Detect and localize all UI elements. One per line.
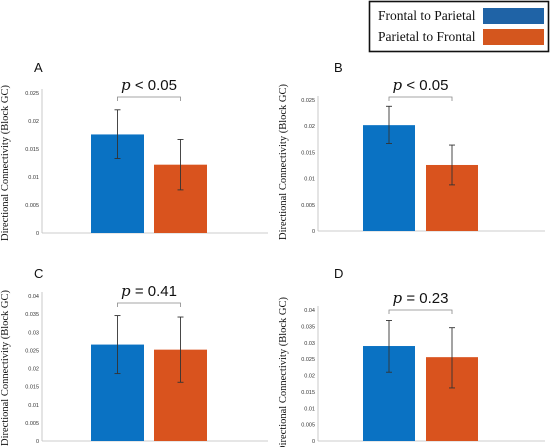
y-tick-label: 0.005: [25, 203, 39, 209]
y-tick-label: 0.02: [28, 367, 39, 373]
error-bar: [386, 320, 392, 373]
y-axis-label: Directional Connectivity (Block GC): [0, 84, 11, 241]
y-tick-label: 0.01: [304, 177, 315, 183]
y-tick-label: 0.01: [28, 175, 39, 181]
y-tick-label: 0.005: [301, 423, 315, 429]
chart-panel-a: A Directional Connectivity (Block GC) 0 0.0…: [0, 60, 268, 241]
legend-swatch: [483, 29, 544, 45]
y-tick-label: 0: [36, 439, 39, 445]
y-tick-label: 0.04: [304, 308, 315, 314]
y-tick-label: 0.005: [301, 203, 315, 209]
p-value-annotation: p = 0.23: [393, 289, 449, 307]
chart-panel-d: D Directional Connectivity (Block GC) 0 0.0…: [278, 266, 545, 447]
panel-letter: B: [334, 60, 343, 75]
panel-letter: D: [334, 266, 343, 281]
y-tick-label: 0: [36, 231, 39, 237]
p-value-annotation: p < 0.05: [393, 76, 449, 94]
y-tick-label: 0.035: [25, 312, 39, 318]
error-bar: [177, 316, 184, 383]
significance-bracket: [117, 302, 181, 307]
y-tick-label: 0.025: [301, 98, 315, 104]
y-tick-label: 0.01: [304, 406, 315, 412]
y-axis-label: Directional Connectivity (Block GC): [278, 296, 289, 447]
y-axis-label: Directional Connectivity (Block GC): [278, 83, 289, 240]
y-tick-label: 0.015: [25, 385, 39, 391]
panel-letter: C: [34, 266, 43, 281]
legend-swatch: [483, 8, 544, 24]
error-bar: [114, 109, 121, 159]
y-tick-label: 0.035: [301, 324, 315, 330]
y-tick-label: 0.04: [28, 294, 39, 300]
significance-bracket: [388, 96, 453, 101]
y-tick-label: 0.015: [301, 150, 315, 156]
error-bar: [386, 105, 392, 144]
chart-panel-b: B Directional Connectivity (Block GC) 0 0.0…: [278, 60, 545, 240]
error-bar: [449, 144, 455, 186]
y-tick-label: 0.025: [25, 348, 39, 354]
y-tick-label: 0.01: [28, 403, 39, 409]
y-tick-label: 0.03: [28, 330, 39, 336]
y-tick-label: 0.005: [25, 421, 39, 427]
error-bar: [177, 139, 184, 191]
y-tick-label: 0.02: [28, 119, 39, 125]
y-tick-label: 0.02: [304, 374, 315, 380]
y-tick-label: 0.03: [304, 341, 315, 347]
y-tick-label: 0.015: [301, 390, 315, 396]
y-tick-label: 0.015: [25, 147, 39, 153]
y-tick-label: 0.025: [25, 91, 39, 97]
p-value-annotation: p = 0.41: [121, 282, 177, 300]
panel-letter: A: [34, 60, 43, 75]
y-tick-label: 0.025: [301, 357, 315, 363]
significance-bracket: [117, 96, 181, 101]
significance-bracket: [388, 309, 453, 314]
y-tick-label: 0: [312, 439, 315, 445]
legend-label: Frontal to Parietal: [378, 8, 476, 23]
y-axis-label: Directional Connectivity (Block GC): [0, 289, 11, 446]
legend-label: Parietal to Frontal: [378, 29, 476, 44]
y-tick-label: 0: [312, 229, 315, 235]
p-value-annotation: p < 0.05: [121, 76, 177, 94]
y-tick-label: 0.02: [304, 124, 315, 130]
error-bar: [449, 327, 455, 389]
error-bar: [114, 315, 121, 375]
chart-panel-c: C Directional Connectivity (Block GC) 0 0.0…: [0, 266, 268, 446]
legend: Frontal to Parietal Parietal to Frontal: [368, 0, 550, 53]
